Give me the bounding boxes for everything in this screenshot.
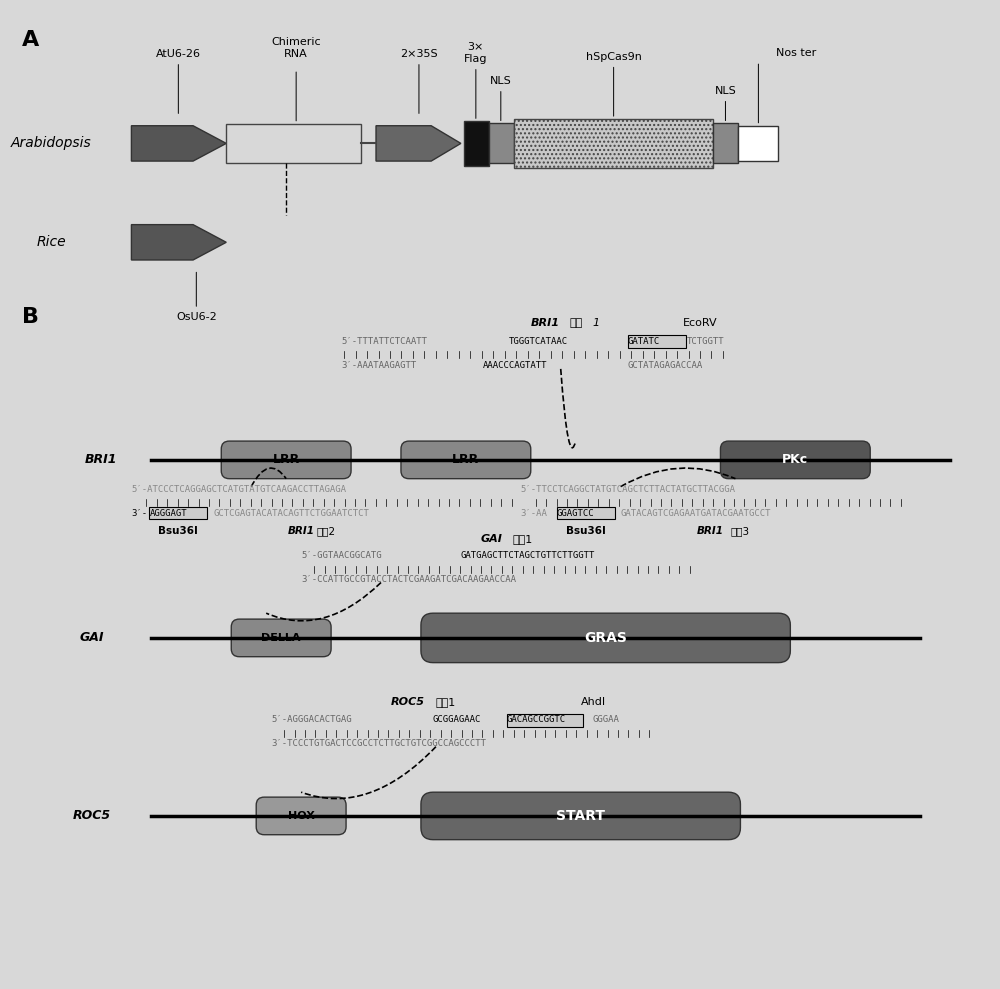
Text: PKc: PKc [782,453,808,467]
FancyBboxPatch shape [421,792,740,840]
FancyBboxPatch shape [149,507,207,519]
Text: GAI: GAI [79,631,104,645]
FancyBboxPatch shape [628,335,686,348]
FancyBboxPatch shape [489,124,514,163]
Text: AtU6-26: AtU6-26 [156,48,201,59]
FancyBboxPatch shape [713,124,738,163]
Text: AAACCCAGTATT: AAACCCAGTATT [483,361,547,371]
Text: 3×
Flag: 3× Flag [464,43,488,63]
Text: DELLA: DELLA [261,633,301,643]
Text: TGGGTCATAAC: TGGGTCATAAC [509,336,568,346]
Text: 5′-ATCCCTCAGGAGCTCATGTATGTCAAGACCTTAGAGA: 5′-ATCCCTCAGGAGCTCATGTATGTCAAGACCTTAGAGA [131,485,346,494]
Text: 3′-AA: 3′-AA [521,508,548,518]
Text: GACAGCCGGTC: GACAGCCGGTC [507,715,566,725]
Text: GCTCGAGTACATACAGTTCTGGAATCTCT: GCTCGAGTACATACAGTTCTGGAATCTCT [213,508,369,518]
Text: START: START [556,809,605,823]
PathPatch shape [376,126,461,161]
Text: LRR: LRR [273,453,300,467]
Text: HOX: HOX [288,811,315,821]
FancyBboxPatch shape [226,124,361,163]
Text: Arabidopsis: Arabidopsis [11,136,92,150]
Text: 5′-TTTATTCTCAATT: 5′-TTTATTCTCAATT [341,336,427,346]
Text: 3′-AAATAAGAGTT: 3′-AAATAAGAGTT [341,361,416,371]
Text: BRI1: BRI1 [531,318,560,328]
Text: GATATC: GATATC [628,336,660,346]
Text: GAI: GAI [481,534,503,544]
Text: Nos ter: Nos ter [776,48,816,58]
Text: GCGGAGAAC: GCGGAGAAC [433,715,481,725]
Text: 位点1: 位点1 [513,534,533,544]
Text: 位点: 位点 [569,318,582,328]
Text: GGGAA: GGGAA [593,715,620,725]
Text: 位点2: 位点2 [317,526,336,536]
Text: 位点1: 位点1 [436,697,456,707]
Text: 5′-AGGGACACTGAG: 5′-AGGGACACTGAG [271,715,352,725]
Text: EcoRV: EcoRV [683,318,718,328]
Text: Chimeric
RNA: Chimeric RNA [271,38,321,59]
Text: B: B [22,307,39,326]
Text: Bsu36I: Bsu36I [566,526,606,536]
Text: ROC5: ROC5 [391,697,425,707]
Text: BRI1: BRI1 [85,453,118,467]
Text: ROC5: ROC5 [72,809,111,823]
Text: GCTATAGAGACCAA: GCTATAGAGACCAA [628,361,703,371]
Text: 位点3: 位点3 [731,526,750,536]
FancyBboxPatch shape [738,126,778,161]
Text: GATACAGTCGAGAATGATACGAATGCCT: GATACAGTCGAGAATGATACGAATGCCT [621,508,771,518]
FancyBboxPatch shape [256,797,346,835]
Text: AhdI: AhdI [581,697,606,707]
Text: Rice: Rice [37,235,66,249]
PathPatch shape [131,225,226,260]
Text: 5′-TTCCTCAGGCTATGTCAGCTCTTACTATGCTTACGGA: 5′-TTCCTCAGGCTATGTCAGCTCTTACTATGCTTACGGA [521,485,736,494]
Text: GRAS: GRAS [584,631,627,645]
Text: GATGAGCTTCTAGCTGTTCTTGGTT: GATGAGCTTCTAGCTGTTCTTGGTT [461,551,595,561]
Text: BRI1: BRI1 [697,526,724,536]
Text: A: A [22,30,39,49]
FancyBboxPatch shape [514,119,713,168]
Text: 3′-: 3′- [131,508,148,518]
PathPatch shape [131,126,226,161]
Text: 3′-TCCCTGTGACTCCGCCTCTTGCTGTCGGCCAGCCCTT: 3′-TCCCTGTGACTCCGCCTCTTGCTGTCGGCCAGCCCTT [271,739,486,749]
Text: OsU6-2: OsU6-2 [176,313,217,322]
FancyBboxPatch shape [557,507,615,519]
Text: 1: 1 [592,318,599,328]
Text: Bsu36I: Bsu36I [158,526,198,536]
FancyBboxPatch shape [401,441,531,479]
FancyBboxPatch shape [421,613,790,663]
Text: LRR: LRR [452,453,479,467]
Text: NLS: NLS [490,76,512,86]
FancyBboxPatch shape [507,714,583,727]
Text: 5′-GGTAACGGCATG: 5′-GGTAACGGCATG [301,551,382,561]
Text: 2×35S: 2×35S [400,48,438,59]
Text: GGAGTCC: GGAGTCC [557,508,594,518]
Text: hSpCas9n: hSpCas9n [586,51,642,61]
Text: BRI1: BRI1 [288,526,315,536]
FancyBboxPatch shape [231,619,331,657]
Text: TCTGGTT: TCTGGTT [687,336,724,346]
FancyBboxPatch shape [720,441,870,479]
FancyBboxPatch shape [464,121,489,165]
Text: 3′-CCATTGCCGTACCTACTCGAAGATCGACAAGAACCAA: 3′-CCATTGCCGTACCTACTCGAAGATCGACAAGAACCAA [301,575,516,584]
FancyBboxPatch shape [221,441,351,479]
Text: NLS: NLS [715,86,736,96]
Text: AGGGAGT: AGGGAGT [149,508,187,518]
